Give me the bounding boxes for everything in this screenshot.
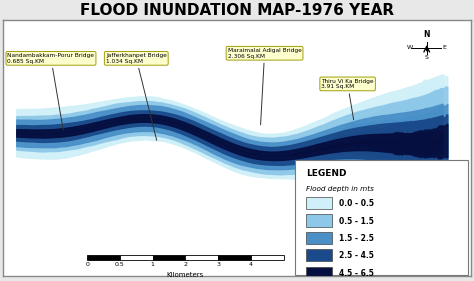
- Text: Jafferkhanpet Bridge
1.034 Sq.KM: Jafferkhanpet Bridge 1.034 Sq.KM: [106, 53, 167, 140]
- Bar: [306, 267, 332, 279]
- FancyBboxPatch shape: [295, 160, 468, 275]
- Polygon shape: [17, 115, 443, 160]
- Bar: [153, 255, 185, 260]
- Text: S: S: [425, 55, 428, 60]
- Text: LEGEND: LEGEND: [306, 169, 347, 178]
- Bar: [306, 249, 332, 262]
- Polygon shape: [17, 111, 443, 168]
- Text: 0: 0: [85, 262, 89, 267]
- Text: Nandambakkam-Porur Bridge
0.685 Sq.KM: Nandambakkam-Porur Bridge 0.685 Sq.KM: [8, 53, 94, 130]
- Text: W: W: [407, 45, 413, 50]
- Polygon shape: [293, 115, 448, 168]
- Text: 4: 4: [249, 262, 253, 267]
- Bar: [218, 255, 251, 260]
- Text: 2: 2: [183, 262, 188, 267]
- Text: Flood depth in mts: Flood depth in mts: [306, 186, 374, 192]
- Text: 1: 1: [151, 262, 155, 267]
- Bar: [306, 197, 332, 209]
- Bar: [251, 255, 284, 260]
- Text: 0.5 - 1.5: 0.5 - 1.5: [339, 217, 374, 226]
- Polygon shape: [293, 105, 448, 178]
- Title: FLOOD INUNDATION MAP-1976 YEAR: FLOOD INUNDATION MAP-1976 YEAR: [80, 3, 394, 18]
- Text: 0.0 - 0.5: 0.0 - 0.5: [339, 199, 374, 208]
- Polygon shape: [17, 104, 443, 180]
- Text: 2.5 - 4.5: 2.5 - 4.5: [339, 251, 374, 260]
- Text: 4.5 - 6.5: 4.5 - 6.5: [339, 269, 374, 278]
- Bar: [185, 255, 218, 260]
- Polygon shape: [17, 74, 443, 209]
- Text: Kilometers: Kilometers: [167, 272, 204, 278]
- Text: Maraimalai Adigal Bridge
2.306 Sq.KM: Maraimalai Adigal Bridge 2.306 Sq.KM: [228, 48, 301, 125]
- Text: 3: 3: [216, 262, 220, 267]
- Bar: [87, 255, 120, 260]
- Bar: [306, 214, 332, 227]
- Text: 0.5: 0.5: [115, 262, 125, 267]
- Polygon shape: [17, 89, 443, 195]
- Polygon shape: [293, 87, 448, 196]
- Text: E: E: [443, 45, 447, 50]
- Bar: [120, 255, 153, 260]
- Text: 1.5 - 2.5: 1.5 - 2.5: [339, 234, 374, 243]
- Polygon shape: [293, 124, 448, 159]
- Text: N: N: [423, 31, 430, 40]
- Text: Thiru Vi Ka Bridge
3.91 Sq.KM: Thiru Vi Ka Bridge 3.91 Sq.KM: [321, 78, 374, 120]
- Bar: [306, 232, 332, 244]
- Polygon shape: [284, 76, 448, 206]
